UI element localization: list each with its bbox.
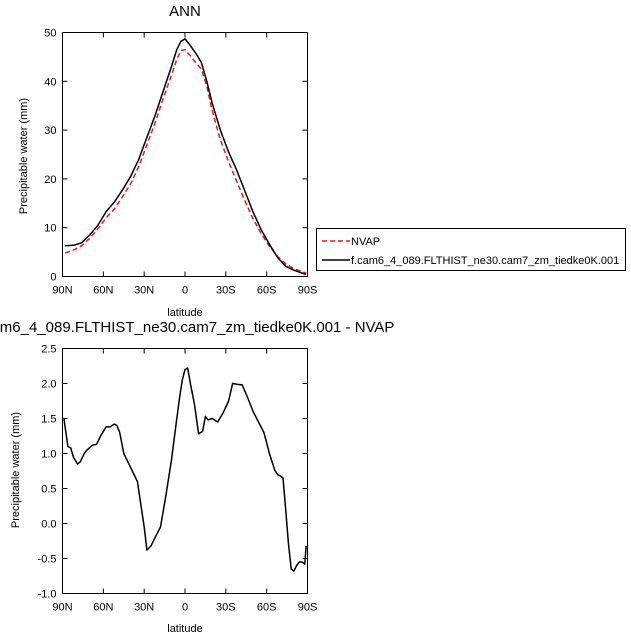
bottom-x-tick-label: 60N (93, 602, 113, 614)
top-x-tick-label: 30S (216, 285, 236, 297)
top-x-axis-label: latitude (167, 307, 202, 319)
bottom-panel: f.cam6_4_089.FLTHIST_ne30.cam7_zm_tiedke… (0, 319, 394, 635)
top-x-tick-label: 60S (257, 285, 277, 297)
bottom-x-tick-label: 30S (216, 602, 236, 614)
bottom-y-tick-label: 2.5 (41, 344, 56, 356)
bottom-plot-frame (62, 348, 308, 594)
top-y-tick-label: 10 (44, 223, 56, 235)
bottom-ticks: 90N 60N 30N 0 30S 60S 90S -1.0 -0.5 0.0 0.5 1.0 1.5 2… (38, 344, 318, 614)
top-series-line-1 (65, 38, 307, 276)
top-x-tick-label: 0 (182, 285, 188, 297)
bottom-y-axis-label: Precipitable water (mm) (10, 412, 22, 528)
top-y-tick-label: 20 (44, 174, 56, 186)
bottom-y-tick-label: 1.0 (41, 449, 56, 461)
top-panel: ANN latitude Precipitable water (mm) 90N… (18, 3, 317, 319)
legend-label-nvap: NVAP (351, 236, 380, 248)
bottom-x-tick-label: 90S (298, 602, 318, 614)
legend-box (316, 228, 626, 271)
top-x-tick-label: 60N (93, 285, 113, 297)
top-series-line-0 (64, 48, 307, 274)
bottom-y-tick-label: 0.5 (41, 484, 56, 496)
bottom-x-tick-label: 0 (182, 602, 188, 614)
bottom-x-tick-label: 30N (134, 602, 154, 614)
top-x-tick-label: 30N (134, 285, 154, 297)
bottom-y-tick-label: 0.0 (41, 519, 56, 531)
bottom-y-tick-label: 1.5 (41, 414, 56, 426)
top-x-tick-label: 90N (52, 285, 72, 297)
top-series (64, 38, 307, 276)
top-y-tick-label: 50 (44, 28, 56, 40)
top-y-axis-label: Precipitable water (mm) (18, 98, 30, 214)
legend-label-model: f.cam6_4_089.FLTHIST_ne30.cam7_zm_tiedke… (351, 255, 619, 267)
bottom-x-tick-label: 60S (257, 602, 277, 614)
bottom-y-tick-label: 2.0 (41, 379, 56, 391)
bottom-y-tick-label: -1.0 (38, 589, 57, 601)
bottom-series-line-0 (63, 367, 307, 572)
top-x-tick-label: 90S (298, 285, 318, 297)
top-y-tick-label: 40 (44, 76, 56, 88)
bottom-x-axis-label: latitude (167, 623, 202, 635)
bottom-series (63, 367, 307, 572)
top-y-tick-label: 0 (50, 272, 56, 284)
legend: NVAP f.cam6_4_089.FLTHIST_ne30.cam7_zm_t… (316, 228, 626, 271)
top-ticks: 90N 60N 30N 0 30S 60S 90S 0 10 20 30 40 50 (44, 28, 317, 297)
bottom-y-tick-label: -0.5 (38, 554, 57, 566)
top-chart-title: ANN (169, 3, 201, 20)
bottom-x-tick-label: 90N (52, 602, 72, 614)
bottom-chart-title: f.cam6_4_089.FLTHIST_ne30.cam7_zm_tiedke… (0, 319, 394, 336)
top-plot-frame (62, 32, 308, 277)
top-y-tick-label: 30 (44, 125, 56, 137)
